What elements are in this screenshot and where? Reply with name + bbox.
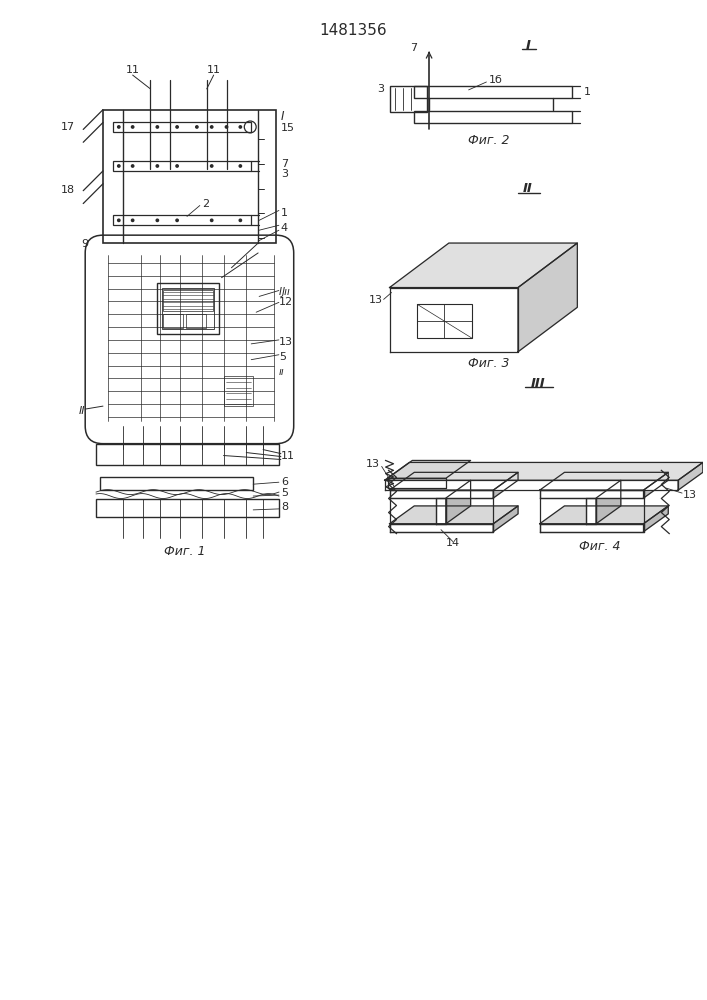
Text: 13: 13	[366, 459, 380, 469]
Text: I: I	[281, 110, 284, 123]
Text: 3: 3	[378, 84, 385, 94]
Bar	[100, 477, 253, 490]
Circle shape	[176, 126, 178, 128]
Polygon shape	[387, 460, 471, 478]
Bar	[103, 110, 276, 243]
Text: 13: 13	[368, 295, 382, 305]
Bar	[414, 86, 573, 98]
Polygon shape	[518, 243, 578, 352]
Bar	[414, 111, 573, 123]
Bar	[163, 314, 183, 328]
Polygon shape	[436, 498, 446, 524]
Text: 6: 6	[281, 477, 288, 487]
Circle shape	[239, 165, 242, 167]
Text: III: III	[530, 377, 545, 390]
Polygon shape	[643, 506, 668, 532]
Text: 11: 11	[281, 451, 295, 461]
Circle shape	[196, 126, 198, 128]
Circle shape	[117, 165, 120, 167]
Circle shape	[132, 219, 134, 222]
Text: 18: 18	[62, 185, 76, 195]
Polygon shape	[539, 506, 668, 524]
Bar	[113, 161, 251, 171]
Polygon shape	[539, 490, 643, 498]
Polygon shape	[390, 472, 518, 490]
Bar	[113, 215, 251, 225]
Circle shape	[156, 165, 158, 167]
Polygon shape	[385, 480, 678, 490]
Circle shape	[117, 219, 120, 222]
Polygon shape	[539, 524, 643, 532]
Bar	[113, 122, 251, 132]
Text: 1: 1	[584, 87, 591, 97]
Polygon shape	[596, 480, 621, 524]
Bar	[163, 290, 213, 311]
Text: 11: 11	[126, 65, 140, 75]
Text: 14: 14	[445, 538, 460, 548]
Text: 8: 8	[281, 502, 288, 512]
Text: Фиг. 1: Фиг. 1	[164, 545, 206, 558]
Text: 13: 13	[683, 490, 697, 500]
Polygon shape	[390, 506, 518, 524]
Text: Фиг. 3: Фиг. 3	[467, 357, 509, 370]
Text: 1481356: 1481356	[319, 23, 387, 38]
Circle shape	[156, 219, 158, 222]
Text: 9: 9	[81, 239, 88, 249]
Polygon shape	[643, 472, 668, 498]
Circle shape	[211, 126, 213, 128]
Text: 12: 12	[279, 297, 293, 307]
Circle shape	[132, 126, 134, 128]
Circle shape	[239, 219, 242, 222]
Polygon shape	[390, 524, 493, 532]
Text: II: II	[523, 182, 533, 195]
Polygon shape	[390, 490, 493, 498]
Text: II: II	[78, 406, 86, 416]
Polygon shape	[387, 478, 446, 488]
Bar	[417, 304, 472, 338]
Polygon shape	[493, 472, 518, 498]
Text: 7: 7	[281, 159, 288, 169]
Text: I: I	[525, 39, 530, 52]
Polygon shape	[586, 498, 596, 524]
Circle shape	[239, 126, 242, 128]
Circle shape	[211, 219, 213, 222]
Circle shape	[226, 126, 228, 128]
Bar	[163, 288, 214, 329]
Text: 7: 7	[410, 43, 417, 53]
Bar	[96, 499, 279, 517]
Text: 2: 2	[201, 199, 209, 209]
Polygon shape	[446, 480, 471, 524]
Bar	[390, 86, 427, 112]
Text: 11: 11	[206, 65, 221, 75]
Polygon shape	[493, 506, 518, 532]
Text: 4: 4	[281, 223, 288, 233]
Text: 1: 1	[281, 208, 288, 218]
Polygon shape	[678, 462, 703, 490]
Text: 17: 17	[62, 122, 76, 132]
Text: 1б: 1б	[489, 75, 502, 85]
Text: Фиг. 2: Фиг. 2	[467, 134, 509, 147]
Circle shape	[176, 219, 178, 222]
Bar	[186, 314, 206, 328]
Text: 15: 15	[281, 123, 295, 133]
Circle shape	[117, 126, 120, 128]
Bar	[96, 444, 279, 465]
Polygon shape	[390, 243, 578, 288]
Polygon shape	[385, 462, 703, 480]
Polygon shape	[539, 472, 668, 490]
Text: 5: 5	[281, 488, 288, 498]
Polygon shape	[390, 288, 518, 352]
Circle shape	[156, 126, 158, 128]
Bar	[158, 283, 218, 334]
Text: 5: 5	[279, 352, 286, 362]
Circle shape	[176, 165, 178, 167]
Text: Ĳıı: Ĳıı	[279, 287, 291, 297]
Bar	[223, 376, 253, 406]
Circle shape	[211, 165, 213, 167]
Text: Фиг. 4: Фиг. 4	[579, 540, 621, 553]
Text: 13: 13	[279, 337, 293, 347]
Text: 3: 3	[281, 169, 288, 179]
Circle shape	[132, 165, 134, 167]
Text: ıı: ıı	[279, 367, 285, 377]
